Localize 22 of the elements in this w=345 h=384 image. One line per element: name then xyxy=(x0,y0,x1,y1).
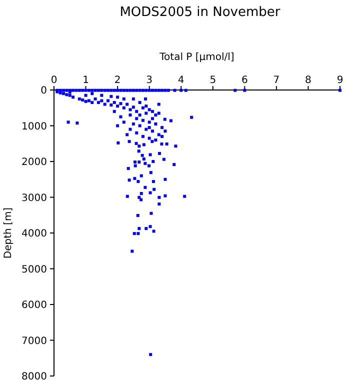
y-tick-label: 4000 xyxy=(22,228,47,240)
y-tick-label: 0 xyxy=(40,86,47,96)
x-tick-label: 0 xyxy=(50,75,58,86)
y-tick-label: 2000 xyxy=(22,157,47,168)
y-tick-label: 6000 xyxy=(22,300,47,311)
y-axis-title: Depth [m] xyxy=(3,207,14,259)
x-tick-label: 7 xyxy=(273,75,280,86)
x-tick-label: 6 xyxy=(241,75,248,86)
y-tick-label: 7000 xyxy=(22,336,47,347)
x-tick-label: 3 xyxy=(146,75,153,86)
y-tick-label: 1000 xyxy=(22,121,47,132)
x-tick-label: 9 xyxy=(336,75,344,86)
x-tick-label: 2 xyxy=(114,75,121,86)
y-tick-label: 3000 xyxy=(22,192,47,204)
x-tick-label: 8 xyxy=(305,75,312,86)
chart-title: MODS2005 in November xyxy=(120,5,281,20)
x-tick-label: 5 xyxy=(210,75,216,86)
y-tick-label: 8000 xyxy=(22,372,47,382)
x-tick-label: 1 xyxy=(82,75,89,86)
x-tick-label: 4 xyxy=(178,75,184,86)
x-axis-title: Total P [µmol/l] xyxy=(158,52,234,63)
y-tick-label: 5000 xyxy=(22,264,47,276)
